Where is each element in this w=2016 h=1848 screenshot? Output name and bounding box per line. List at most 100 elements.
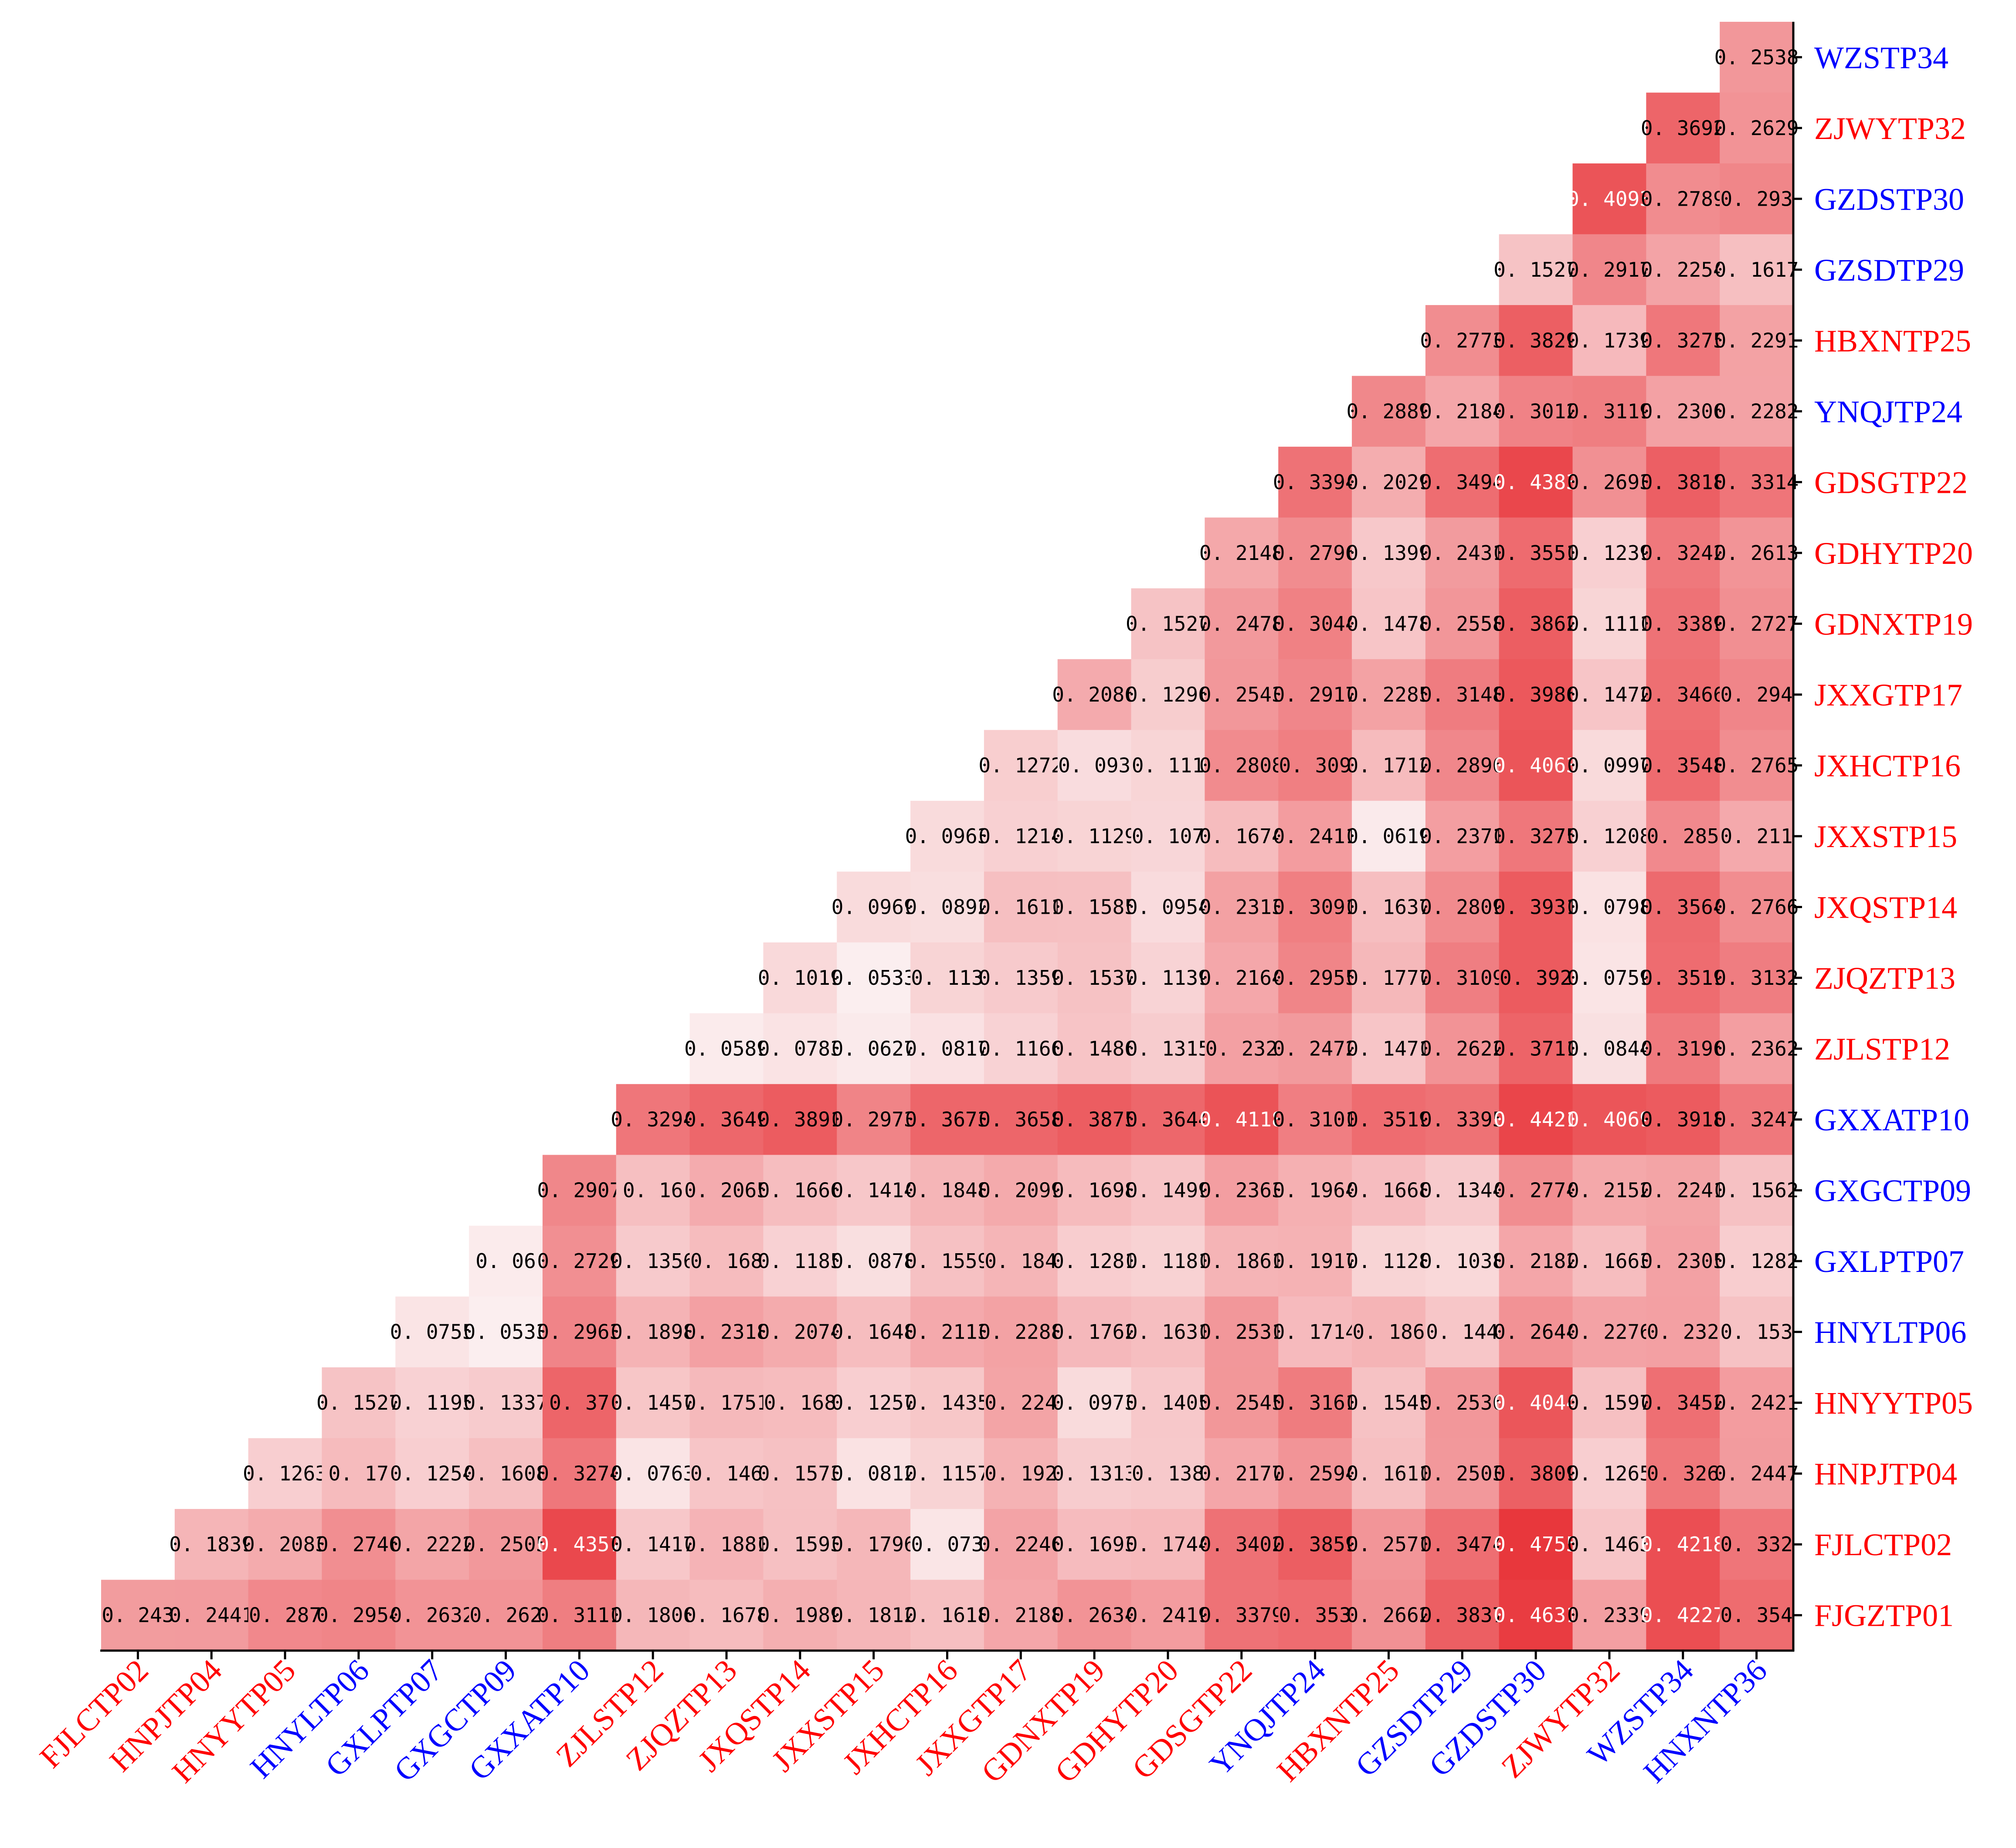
heatmap-cell — [1352, 588, 1426, 660]
cell-value-label: 0. 3859 — [1273, 1533, 1358, 1556]
cell-value-label: 0. 1989 — [758, 1604, 842, 1627]
heatmap-cell — [910, 1013, 984, 1085]
heatmap-cell — [1131, 588, 1205, 660]
heatmap-cell — [1278, 447, 1352, 518]
cell-value-label: 0. 1111 — [1567, 612, 1652, 635]
heatmap-cell — [1572, 1509, 1646, 1580]
heatmap-cell — [1572, 517, 1646, 589]
heatmap-cell — [1278, 517, 1352, 589]
cell-value-label: 0. 2746 — [316, 1533, 401, 1556]
heatmap-cell — [1057, 1155, 1132, 1226]
heatmap-cell — [1572, 376, 1646, 447]
heatmap-cell — [1572, 234, 1646, 305]
heatmap-cell — [837, 1438, 911, 1509]
cell-value-label: 0. 1618 — [905, 1604, 990, 1627]
heatmap-cell — [248, 1580, 322, 1651]
cell-value-label: 0. 3564 — [1641, 895, 1725, 919]
heatmap-cell — [322, 1580, 396, 1651]
cell-value-label: 0. 1272 — [978, 753, 1063, 777]
cell-value-label: 0. 3395 — [1420, 1108, 1504, 1131]
heatmap-cell — [1057, 659, 1132, 730]
cell-value-label: 0. 3818 — [1641, 470, 1725, 494]
cell-value-label: 0. 2613 — [1714, 541, 1799, 565]
cell-value-label: 0. 2148 — [1199, 541, 1284, 565]
cell-value-label: 0. 1714 — [1273, 1320, 1358, 1344]
heatmap-cell — [689, 1296, 764, 1368]
heatmap-cell — [1278, 588, 1352, 660]
heatmap-cell — [1572, 1013, 1646, 1085]
cell-value-label: 0. 1527 — [316, 1391, 401, 1414]
heatmap-cell — [1646, 588, 1720, 660]
cell-value-label: 0. 2363 — [1199, 1179, 1284, 1202]
heatmap-cell — [1720, 517, 1794, 589]
cell-value-label: 0. 2917 — [1567, 258, 1652, 281]
cell-value-label: 0. 2285 — [1347, 683, 1431, 706]
heatmap-cell — [1572, 1155, 1646, 1226]
row-tick-label: GDHYTP20 — [1814, 536, 1973, 571]
heatmap-cell — [689, 1225, 764, 1297]
heatmap-cell — [616, 1367, 690, 1439]
heatmap-cell — [1205, 659, 1279, 730]
cell-value-label: 0. 4063 — [1493, 753, 1578, 777]
heatmap-cell — [1131, 1367, 1205, 1439]
heatmap-cell — [1352, 1155, 1426, 1226]
cell-value-label: 0. 073 — [911, 1533, 983, 1556]
cell-value-label: 0. 1674 — [1199, 824, 1284, 848]
heatmap-cell — [1720, 234, 1794, 305]
cell-value-label: 0. 1806 — [611, 1604, 695, 1627]
heatmap-cell — [1057, 942, 1132, 1014]
cell-value-label: 0. 1611 — [1347, 1462, 1431, 1485]
cell-value-label: 0. 2917 — [1273, 683, 1358, 706]
cell-value-label: 0. 4118 — [1199, 1108, 1284, 1131]
cell-value-label: 0. 0817 — [905, 1037, 990, 1061]
cell-value-label: 0. 2766 — [1714, 895, 1799, 919]
heatmap-cell — [616, 1509, 690, 1580]
heatmap-cell — [837, 871, 911, 943]
heatmap-cell — [1499, 1296, 1573, 1368]
heatmap-cell — [763, 1367, 837, 1439]
cell-value-label: 0. 2177 — [1199, 1462, 1284, 1485]
heatmap-cell — [1425, 376, 1500, 447]
heatmap-cell — [763, 1155, 837, 1226]
cell-value-label: 0. 2447 — [1714, 1462, 1799, 1485]
heatmap-cell — [1720, 659, 1794, 730]
heatmap-cell — [1425, 1367, 1500, 1439]
row-tick-label: HNYLTP06 — [1814, 1315, 1966, 1350]
cell-value-label: 0. 2419 — [1126, 1604, 1210, 1627]
heatmap-cell — [1278, 1225, 1352, 1297]
row-tick-label: JXXSTP15 — [1814, 819, 1957, 854]
heatmap-cell — [1499, 1580, 1573, 1651]
heatmap-cell — [689, 1367, 764, 1439]
heatmap-cell — [1499, 800, 1573, 872]
heatmap-cell — [1720, 588, 1794, 660]
cell-value-label: 0. 138 — [1132, 1462, 1204, 1485]
cell-value-label: 0. 1585 — [1052, 895, 1137, 919]
heatmap-cell — [1572, 800, 1646, 872]
cell-value-label: 0. 3379 — [1199, 1604, 1284, 1627]
heatmap-cell — [1720, 163, 1794, 235]
cell-value-label: 0. 2727 — [1714, 612, 1799, 635]
heatmap-cell — [1646, 1225, 1720, 1297]
cell-value-label: 0. 1663 — [1567, 1249, 1652, 1273]
cell-value-label: 0. 1777 — [1347, 966, 1431, 990]
heatmap-cell — [689, 1580, 764, 1651]
heatmap-cell — [616, 1225, 690, 1297]
cell-value-label: 0. 4383 — [1493, 470, 1578, 494]
heatmap-cell — [1646, 305, 1720, 376]
heatmap-cell — [1205, 1084, 1279, 1155]
heatmap-cell — [689, 1438, 764, 1509]
cell-value-label: 0. 1019 — [758, 966, 842, 990]
cell-value-label: 0. 3242 — [1641, 541, 1725, 565]
cell-value-label: 0. 1254 — [390, 1462, 475, 1485]
cell-value-label: 0. 0533 — [464, 1320, 548, 1344]
heatmap-cell — [1646, 1084, 1720, 1155]
cell-value-label: 0. 2796 — [1273, 541, 1358, 565]
heatmap-cell — [1646, 234, 1720, 305]
cell-value-label: 0. 1678 — [684, 1604, 769, 1627]
heatmap-cell — [1057, 800, 1132, 872]
cell-value-label: 0. 107 — [1132, 824, 1204, 848]
heatmap-cell — [1499, 1438, 1573, 1509]
cell-value-label: 0. 1611 — [978, 895, 1063, 919]
cell-value-label: 0. 1796 — [832, 1533, 916, 1556]
cell-value-label: 0. 2538 — [1714, 45, 1799, 69]
